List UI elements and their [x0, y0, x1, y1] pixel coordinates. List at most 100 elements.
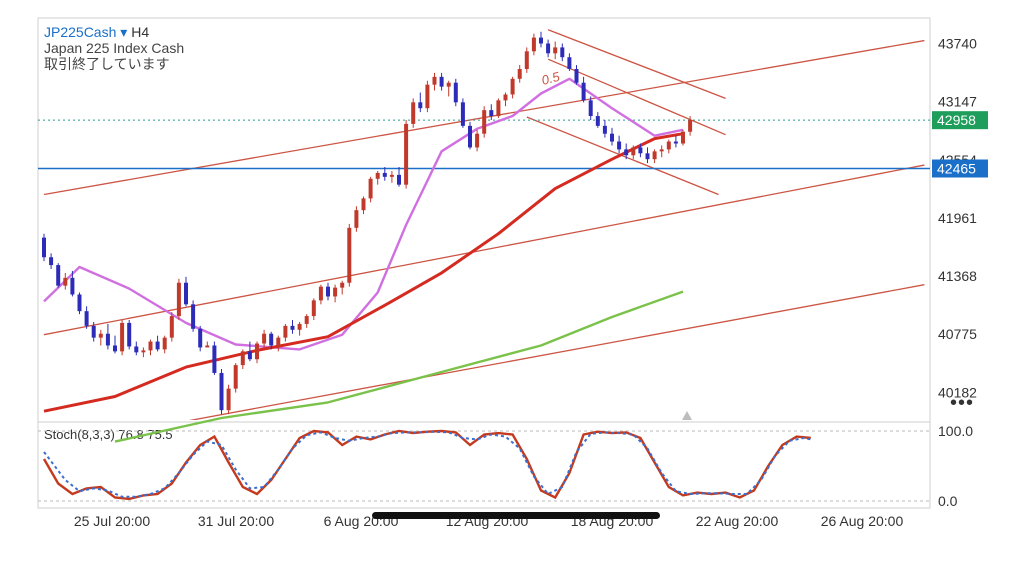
- candle-body: [375, 172, 380, 179]
- candle: [134, 341, 139, 356]
- candle-body: [141, 350, 146, 353]
- candle: [425, 80, 430, 113]
- candle-body: [226, 388, 231, 411]
- candle: [652, 149, 657, 164]
- candle-body: [560, 47, 565, 58]
- candle: [602, 119, 607, 138]
- candle: [496, 98, 501, 119]
- candle-body: [673, 141, 678, 144]
- candle-body: [418, 102, 423, 109]
- candle: [453, 78, 458, 107]
- candle-body: [276, 337, 281, 346]
- candle-body: [546, 43, 551, 54]
- candle-body: [468, 125, 472, 148]
- candle-body: [439, 76, 444, 87]
- candle-body: [176, 282, 181, 317]
- candle: [148, 339, 153, 356]
- candle: [375, 170, 380, 185]
- candle-body: [553, 47, 558, 54]
- stoch-tick-label: 0.0: [938, 493, 958, 509]
- candle: [489, 104, 494, 120]
- candle: [645, 147, 650, 164]
- candle: [432, 72, 437, 91]
- candle-body: [340, 282, 345, 288]
- candle-body: [602, 125, 607, 134]
- price-tick-label: 40775: [938, 326, 977, 342]
- candle: [127, 319, 132, 350]
- channel-line: [547, 29, 726, 100]
- candle-body: [233, 365, 238, 389]
- candle-body: [155, 341, 160, 350]
- candle-body: [255, 343, 259, 360]
- candle: [276, 335, 281, 352]
- candle-body: [283, 325, 288, 338]
- candle: [468, 121, 472, 150]
- candle: [191, 300, 196, 332]
- symbol-selector[interactable]: JP225Cash: [44, 24, 117, 40]
- candle: [226, 384, 231, 415]
- candle-body: [567, 57, 572, 69]
- candle: [326, 282, 330, 301]
- scroll-marker-icon: [682, 411, 692, 420]
- candle: [212, 341, 217, 375]
- more-options-icon[interactable]: •••: [950, 392, 975, 414]
- candle: [482, 106, 487, 138]
- candle-body: [198, 328, 203, 348]
- candle: [340, 280, 345, 295]
- candle: [120, 319, 125, 356]
- candle: [49, 253, 54, 270]
- candle-body: [475, 133, 480, 148]
- candle: [475, 129, 480, 152]
- candle-body: [659, 149, 664, 152]
- candle: [539, 31, 543, 48]
- candle: [460, 98, 465, 128]
- price-tick-label: 43147: [938, 94, 977, 110]
- candle: [382, 167, 387, 181]
- candle: [503, 92, 508, 107]
- channel-line: [43, 164, 925, 336]
- candle-body: [574, 68, 579, 83]
- timeframe-label[interactable]: H4: [131, 24, 150, 40]
- candle: [77, 292, 82, 315]
- candle-body: [361, 198, 366, 211]
- candle-body: [389, 174, 394, 177]
- hline-price-badge-bg: [932, 159, 988, 178]
- home-indicator: [372, 512, 660, 519]
- candle: [113, 335, 117, 354]
- candle-body: [624, 149, 629, 156]
- candle-body: [517, 68, 522, 79]
- candle: [439, 72, 444, 91]
- stoch-k-line: [42, 429, 811, 501]
- candle-body: [446, 82, 451, 87]
- candle: [304, 314, 309, 328]
- candle: [553, 41, 558, 60]
- candle-body: [297, 323, 302, 330]
- candle-body: [91, 325, 96, 338]
- price-tick-label: 40182: [938, 384, 977, 400]
- candle: [560, 43, 565, 62]
- candle: [42, 233, 46, 262]
- candle-body: [595, 116, 600, 126]
- candle: [510, 76, 515, 99]
- candle-body: [666, 141, 671, 150]
- dropdown-caret-icon[interactable]: ▾: [120, 24, 128, 40]
- candle-body: [148, 341, 153, 351]
- candle-body: [262, 333, 267, 344]
- candle-body: [120, 322, 125, 352]
- candle-body: [326, 286, 330, 297]
- price-tick-label: 41368: [938, 268, 977, 284]
- candle-body: [368, 178, 373, 199]
- candle: [610, 127, 614, 146]
- candle-body: [354, 210, 359, 228]
- candle-body: [496, 100, 501, 117]
- candle-body: [269, 333, 274, 346]
- chart-frame: [37, 17, 931, 509]
- candle-body: [531, 37, 536, 52]
- candle-body: [127, 322, 132, 347]
- candle: [546, 39, 551, 58]
- candle-body: [411, 102, 416, 124]
- candle-body: [588, 100, 593, 117]
- candle: [333, 284, 338, 303]
- candle: [531, 33, 536, 56]
